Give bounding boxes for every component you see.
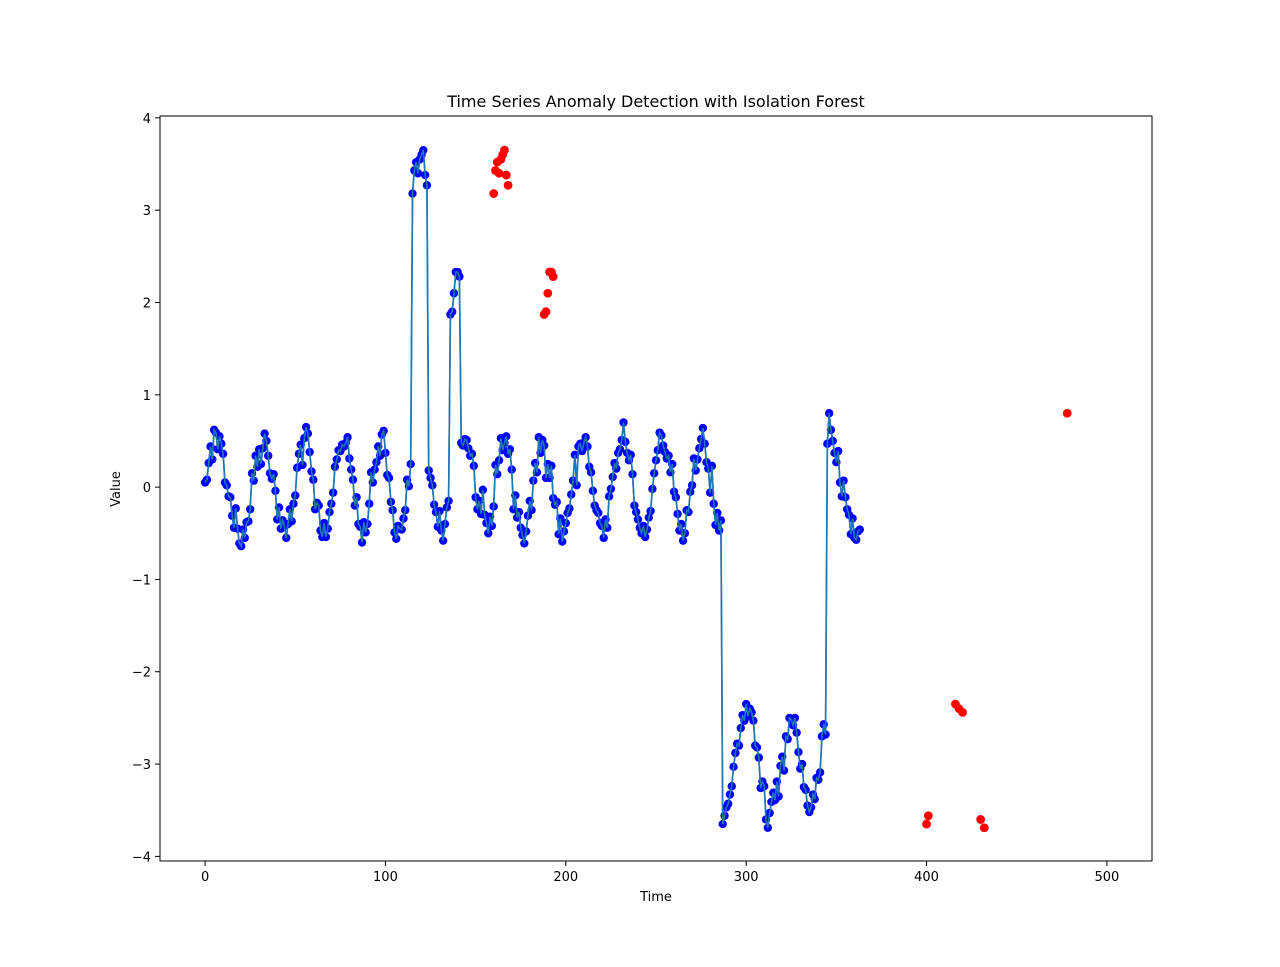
- y-axis: −4 −3 −2 −1 0 1 2 3 4: [132, 112, 160, 865]
- y-tick-label: 1: [143, 389, 151, 404]
- x-tick-label: 500: [1094, 870, 1119, 885]
- x-axis-label: Time: [639, 890, 672, 905]
- x-tick-label: 400: [914, 870, 939, 885]
- y-axis-label: Value: [109, 471, 124, 507]
- anomaly-point: [548, 272, 558, 282]
- anomaly-point: [979, 823, 989, 833]
- anomaly-point: [541, 307, 551, 317]
- y-tick-label: −4: [132, 850, 151, 865]
- y-tick-label: 0: [143, 481, 151, 496]
- anomaly-point: [494, 168, 504, 178]
- anomaly-point: [500, 145, 509, 155]
- y-tick-label: −2: [132, 666, 151, 681]
- x-tick-label: 200: [553, 870, 578, 885]
- anomaly-point: [543, 288, 553, 298]
- y-tick-label: −1: [132, 573, 151, 588]
- plot-area: [200, 145, 1072, 833]
- chart-title: Time Series Anomaly Detection with Isola…: [446, 92, 865, 111]
- anomaly-point: [501, 170, 511, 180]
- y-tick-label: 3: [143, 204, 151, 219]
- x-tick-label: 300: [734, 870, 759, 885]
- series-line-overlay: [204, 149, 861, 828]
- anomaly-point: [976, 815, 986, 824]
- anomaly-point: [922, 819, 931, 829]
- x-tick-label: 100: [373, 870, 398, 885]
- anomaly-point: [489, 189, 499, 198]
- anomaly-point: [1062, 408, 1072, 418]
- y-tick-label: −3: [132, 758, 151, 773]
- plot-frame: [159, 115, 1153, 862]
- x-axis: 0 100 200 300 400 500: [201, 861, 1119, 885]
- y-tick-label: 2: [143, 296, 151, 311]
- anomaly-point: [923, 811, 933, 821]
- x-tick-label: 0: [201, 870, 209, 885]
- anomaly-point: [503, 180, 513, 190]
- anomaly-point: [958, 707, 968, 717]
- y-tick-label: 4: [143, 112, 151, 127]
